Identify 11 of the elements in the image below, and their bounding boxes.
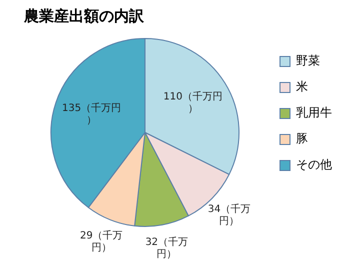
legend-label: 豚 [296,132,308,146]
legend-label: 乳用牛 [296,106,332,120]
legend-label: 野菜 [296,54,320,68]
data-label: 135（千万円） [62,102,122,126]
data-label: 32（千万円） [145,236,188,260]
data-label: 34（千万円） [208,202,251,227]
data-label: 110（千万円） [163,90,222,114]
data-label: 29（千万円） [80,230,123,254]
chart-title: 農業産出額の内訳 [23,6,145,25]
legend-label: 米 [296,80,308,94]
legend-label: その他 [296,158,332,172]
